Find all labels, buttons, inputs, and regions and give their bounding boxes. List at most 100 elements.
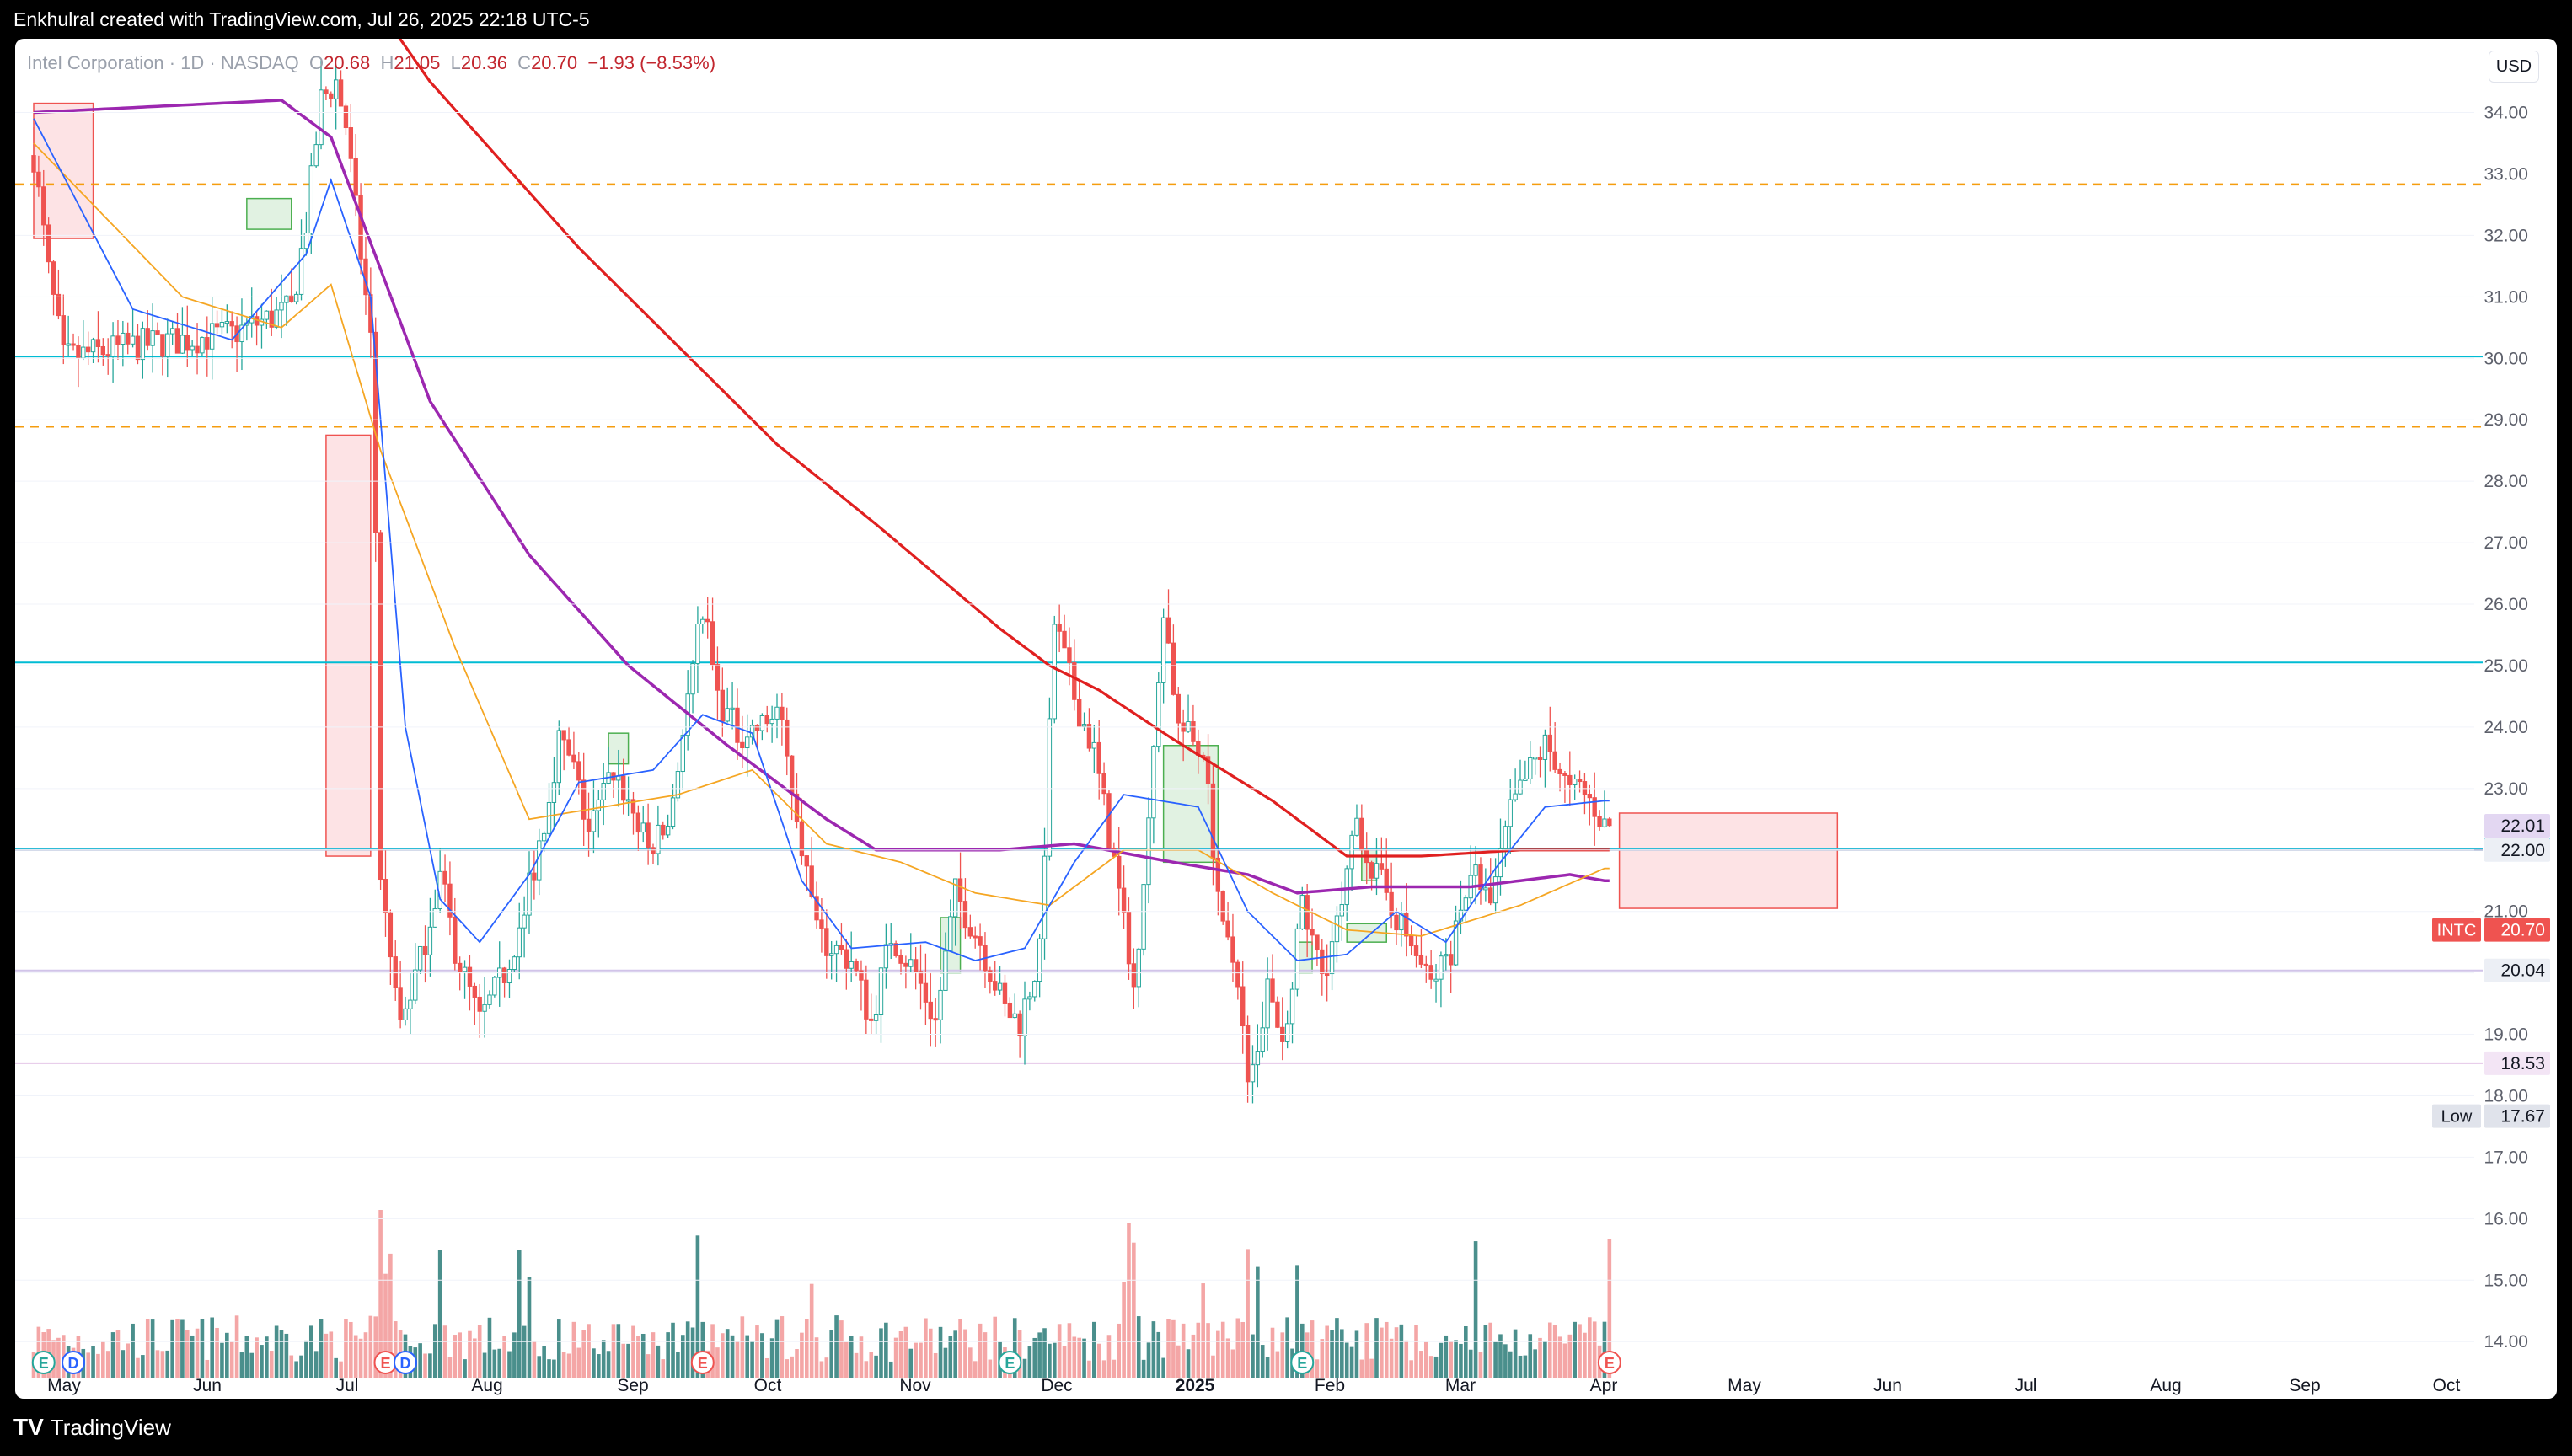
candle-body [442, 870, 447, 885]
candle-body [1359, 817, 1364, 851]
price-label-box [2484, 1104, 2550, 1128]
high-label: H [380, 52, 394, 73]
candle-body [76, 345, 81, 359]
candle-body [185, 335, 190, 351]
time-tick-label: Aug [471, 1376, 502, 1395]
candle-body [165, 333, 170, 357]
candle-body [1592, 797, 1597, 817]
candle-body [1230, 936, 1235, 963]
candle-body [1577, 779, 1583, 783]
price-label-text: 18.53 [2500, 1054, 2545, 1073]
candle-body [1165, 617, 1171, 644]
price-label-text: 20.04 [2500, 961, 2545, 981]
volume-bar [1211, 1355, 1215, 1378]
candle-body [1220, 891, 1225, 922]
volume-bar [339, 1361, 343, 1378]
candle-body [918, 971, 924, 984]
time-tick-label: Jun [193, 1376, 222, 1395]
event-marker-icon [690, 1351, 715, 1374]
volume-bar [492, 1349, 497, 1378]
volume-bar [1310, 1320, 1315, 1378]
volume-bar [1067, 1323, 1072, 1378]
volume-bar [656, 1345, 661, 1378]
candle-body [695, 624, 700, 665]
time-tick-label: Sep [2289, 1376, 2320, 1395]
candle-body [190, 345, 195, 351]
volume-bar [1419, 1351, 1423, 1378]
candle-body [41, 186, 46, 226]
candle-body [1453, 920, 1459, 966]
volume-bar [115, 1330, 121, 1378]
candle-body [140, 328, 146, 361]
volume-bar [517, 1250, 522, 1378]
candle-body [1384, 868, 1389, 893]
volume-bar [1216, 1330, 1220, 1378]
candle-body [1052, 624, 1057, 720]
candle-body [1176, 693, 1181, 724]
volume-bar [304, 1340, 308, 1378]
candle-body [1057, 624, 1062, 632]
candle-body [651, 847, 656, 854]
candle-body [1086, 724, 1092, 749]
candle-body [200, 337, 205, 354]
candle-body [1072, 661, 1077, 700]
volume-bar [1017, 1330, 1022, 1378]
candle-body [1126, 911, 1132, 965]
price-tick-label: 14.00 [2484, 1332, 2528, 1352]
volume-bar [1101, 1360, 1106, 1378]
volume-bar [651, 1332, 656, 1378]
volume-bar [1141, 1359, 1146, 1378]
candle-body [1523, 778, 1528, 781]
candle-body [1433, 978, 1439, 982]
volume-bar [919, 1342, 923, 1378]
volume-bar [299, 1355, 303, 1378]
candle-body [690, 663, 695, 695]
volume-bar [423, 1353, 427, 1378]
candle-body [1354, 817, 1359, 836]
volume-bar [592, 1348, 596, 1378]
volume-bar [279, 1330, 284, 1378]
currency-button[interactable]: USD [2489, 51, 2539, 83]
volume-bar [1166, 1320, 1171, 1378]
volume-bar [924, 1318, 928, 1378]
volume-bar [105, 1351, 110, 1378]
volume-bar [1607, 1239, 1612, 1378]
price-tick-label: 17.00 [2484, 1148, 2528, 1167]
footer-brand[interactable]: TV TradingView [0, 1399, 2572, 1455]
volume-bar [1567, 1334, 1573, 1378]
volume-bar [1146, 1342, 1151, 1378]
price-tag-box [2432, 918, 2481, 942]
volume-bar [829, 1330, 833, 1378]
volume-bar [260, 1345, 264, 1378]
volume-bar [908, 1348, 914, 1378]
candle-body [804, 855, 809, 867]
candle-body [1067, 647, 1072, 663]
candle-body [319, 89, 324, 146]
volume-bar [145, 1319, 150, 1378]
candle-body [715, 664, 721, 691]
candle-body [180, 335, 185, 354]
candle-body [794, 793, 800, 822]
candle-body [46, 224, 51, 263]
candle-body [1315, 934, 1320, 950]
volume-bar [344, 1319, 348, 1378]
volume-bar [1428, 1356, 1433, 1378]
candle-body [1191, 721, 1196, 742]
candle-body [229, 321, 234, 327]
candle-body [948, 916, 953, 952]
candle-body [1602, 818, 1607, 827]
open-value: 20.68 [324, 52, 371, 73]
candle-body [759, 715, 765, 731]
candle-body [700, 618, 705, 625]
volume-bar [1127, 1223, 1131, 1378]
volume-bar [1433, 1356, 1439, 1378]
candle-body [799, 821, 805, 857]
volume-bar [437, 1250, 442, 1378]
candle-body [809, 865, 814, 897]
candle-body [1096, 741, 1101, 774]
time-tick-label: Oct [2433, 1376, 2461, 1395]
candle-body [1160, 617, 1166, 683]
candle-body [566, 739, 571, 756]
